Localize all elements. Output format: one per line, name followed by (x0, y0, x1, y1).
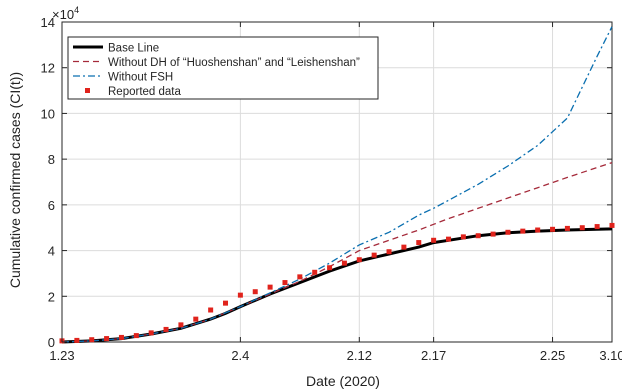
reported-data-point (163, 326, 169, 332)
without-fsh-series (61, 26, 613, 343)
reported-data-point (118, 334, 124, 340)
x-tick-label: 3.10 (599, 348, 622, 363)
y-tick-label: 0 (48, 335, 55, 350)
reported-data-point (133, 333, 139, 339)
x-tick-label: 2.25 (540, 348, 565, 363)
y-exponent-label: ×104 (52, 5, 79, 22)
legend-entry-label: Reported data (108, 86, 181, 98)
reported-data-point (208, 307, 214, 313)
reported-data-point (193, 316, 199, 322)
reported-data-point (401, 244, 407, 250)
reported-data-point (550, 226, 556, 232)
reported-data-point (282, 280, 288, 286)
reported-data-point (178, 322, 184, 328)
reported-data-point (89, 337, 95, 343)
reported-data-point (416, 240, 422, 246)
y-axis-label: Cumulative confirmed cases (CI(t)) (7, 72, 23, 288)
legend: Base Line Without DH of “Huoshenshan” and… (67, 36, 379, 100)
reported-data-point (74, 337, 80, 343)
reported-data-point (371, 252, 377, 258)
legend-marker-reported (85, 88, 90, 93)
y-tick-label: 10 (41, 106, 55, 121)
reported-data-point (609, 222, 615, 228)
reported-data-point (490, 231, 496, 237)
legend-box (67, 36, 379, 100)
reported-data-point (505, 229, 511, 235)
series-layer (59, 26, 615, 344)
plot-frame (61, 21, 613, 343)
legend-entry-label: Without DH of “Huoshenshan” and “Leishen… (108, 57, 360, 69)
x-axis-label: Date (2020) (306, 373, 380, 389)
reported-data-point (327, 265, 333, 271)
reported-data-point (356, 257, 362, 263)
reported-data-point (104, 336, 110, 342)
x-tick-label: 2.4 (231, 348, 249, 363)
reported-data-point (312, 269, 318, 275)
y-tick-label: 14 (41, 15, 55, 30)
x-tick-label: 2.17 (421, 348, 446, 363)
y-tick-label: 4 (48, 244, 55, 259)
reported-data-point (223, 300, 229, 306)
reported-data-point (252, 289, 258, 295)
reported-data-point (579, 225, 585, 231)
reported-data-point (445, 236, 451, 242)
plot-border (61, 21, 613, 343)
y-tick-label: 2 (48, 289, 55, 304)
reported-data-point (297, 274, 303, 280)
reported-data-point (564, 225, 570, 231)
y-tick-label: 12 (41, 61, 55, 76)
reported-data-point (460, 234, 466, 240)
reported-data-point (237, 292, 243, 298)
x-tick-label: 1.23 (49, 348, 74, 363)
legend-entry-label: Base Line (108, 43, 159, 55)
reported-data-point (341, 260, 347, 266)
ticks: 1.23 2.4 2.12 2.17 2.25 3.10 0 2 4 6 8 10 12 14 (41, 15, 622, 363)
reported-data-point (535, 227, 541, 233)
legend-entry-label: Without FSH (108, 72, 173, 84)
base-line-series (61, 227, 613, 344)
y-tick-label: 6 (48, 198, 55, 213)
reported-data-point (475, 233, 481, 239)
reported-data-point (148, 330, 154, 336)
y-tick-label: 8 (48, 152, 55, 167)
reported-data-point (594, 224, 600, 230)
reported-data-point (431, 237, 437, 243)
reported-data-point (386, 249, 392, 255)
reported-data-point (267, 284, 273, 290)
x-tick-label: 2.12 (347, 348, 372, 363)
reported-data-point (520, 228, 526, 234)
